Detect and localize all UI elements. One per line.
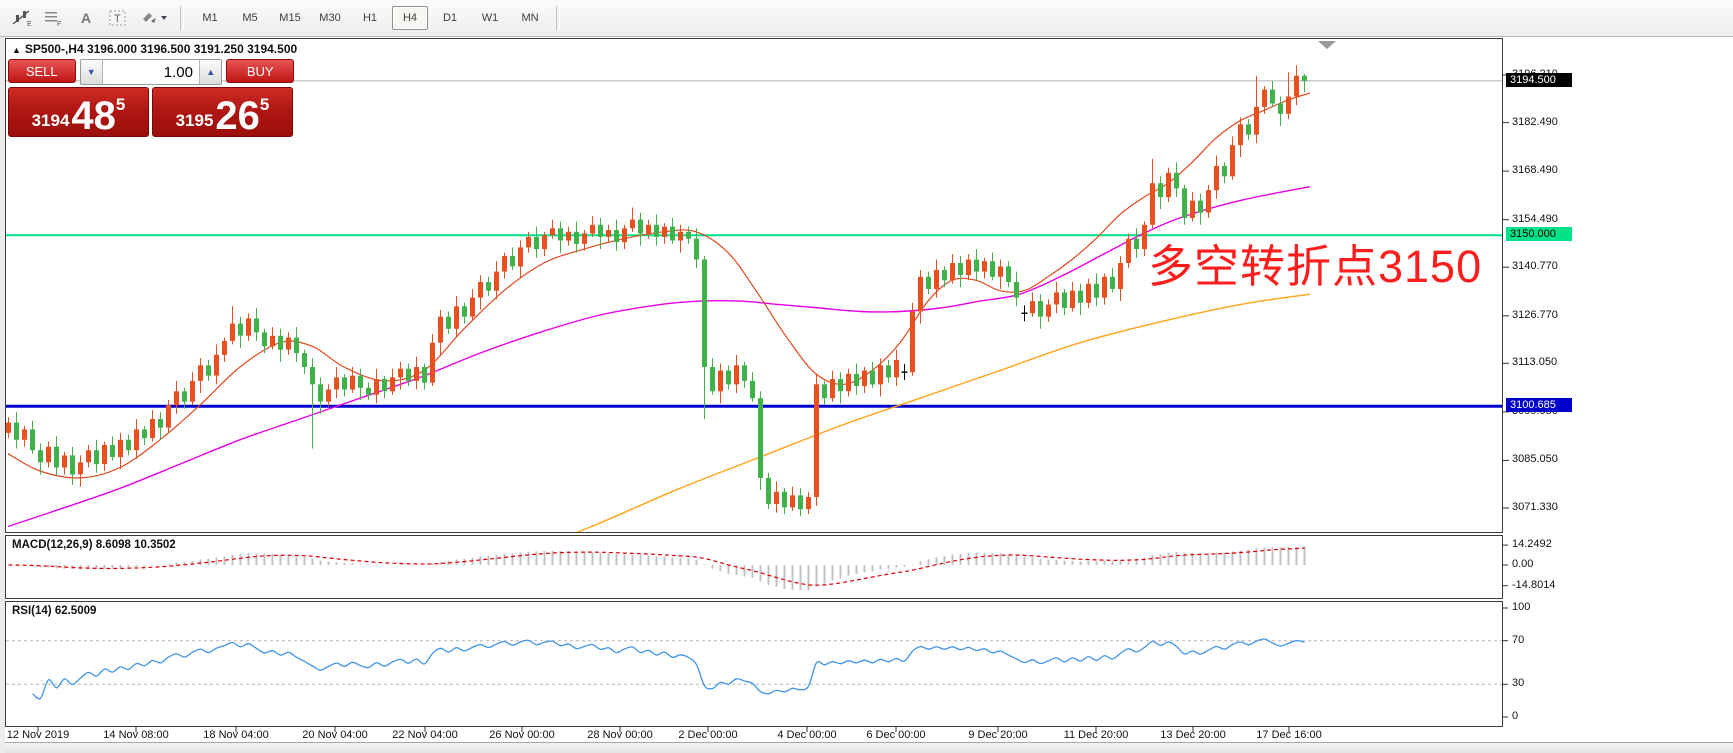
time-axis-label: 4 Dec 00:00: [777, 729, 837, 741]
price-axis-tick: 3182.490: [1512, 115, 1558, 128]
sell-price-pipette: 5: [115, 95, 126, 114]
timeframe-m30-button[interactable]: M30: [319, 12, 341, 24]
svg-text:T: T: [114, 13, 121, 25]
time-axis-label: 28 Nov 00:00: [587, 729, 653, 741]
toolbar-separator: [180, 6, 184, 30]
text-box-icon-glyph: T: [109, 10, 126, 26]
chart-symbol-header: ▲ SP500-,H4 3196.000 3196.500 3191.250 31…: [12, 42, 297, 56]
text-label-icon-glyph: A: [81, 10, 91, 26]
buy-price-integer: 3195: [175, 111, 214, 130]
buy-price-pips: 26: [215, 94, 260, 138]
shapes-icon-glyph: [143, 13, 167, 23]
trade-controls-row: SELL ▼ ▲ BUY: [8, 59, 294, 85]
timeframe-m5-button[interactable]: M5: [242, 12, 258, 24]
price-axis-tick: 3168.490: [1512, 164, 1558, 177]
time-axis-label: 11 Dec 20:00: [1063, 729, 1129, 741]
timeframe-h4-button[interactable]: H4: [392, 6, 428, 30]
rsi-axis-tick: 100: [1512, 601, 1531, 613]
price-level-label: 3194.500: [1506, 72, 1572, 87]
rsi-axis-tick: 70: [1512, 633, 1525, 646]
sell-price-tile[interactable]: 3194 48 5: [8, 87, 149, 137]
window-left-edge: [0, 37, 5, 753]
time-axis-label: 22 Nov 04:00: [392, 729, 458, 741]
one-click-trading-panel: SELL ▼ ▲ BUY 3194 48 5 3195 26 5: [8, 59, 294, 137]
time-axis-label: 13 Dec 20:00: [1160, 729, 1226, 741]
time-axis-label: 18 Nov 04:00: [203, 729, 269, 741]
sell-price-pips: 48: [71, 94, 116, 138]
timeframe-m15-button[interactable]: M15: [279, 12, 301, 24]
symbol-ohlc-text: SP500-,H4 3196.000 3196.500 3191.250 319…: [24, 42, 298, 56]
price-axis-tick: 3126.770: [1512, 308, 1558, 321]
time-axis-label: 26 Nov 00:00: [489, 729, 555, 741]
timeframe-h1-button[interactable]: H1: [362, 12, 378, 24]
timeframe-m1-button[interactable]: M1: [202, 12, 218, 24]
svg-text:A: A: [81, 10, 91, 26]
price-level-label: 3100.685: [1506, 398, 1572, 413]
time-axis-label: 9 Dec 20:00: [968, 729, 1028, 741]
time-axis-label: 12 Nov 2019: [6, 729, 70, 741]
charts-icon-glyph: E: [12, 10, 32, 27]
timeframe-buttons: M1 M5 M15 M30 H1 H4 D1 W1 MN: [190, 6, 550, 30]
price-axis-tick: 3113.050: [1512, 356, 1558, 369]
volume-stepper: ▼ ▲: [79, 59, 223, 85]
shapes-icon[interactable]: [136, 5, 172, 31]
sell-button[interactable]: SELL: [8, 59, 76, 83]
time-axis-label: 6 Dec 00:00: [866, 729, 926, 741]
price-axis-tick: 3140.770: [1512, 260, 1558, 273]
macd-axis-tick: 0.00: [1512, 558, 1534, 570]
volume-input[interactable]: [103, 60, 199, 84]
trade-prices-row: 3194 48 5 3195 26 5: [8, 87, 294, 137]
macd-axis-tick: -14.8014: [1512, 578, 1556, 591]
chart-shift-marker-icon[interactable]: [1317, 40, 1337, 50]
time-axis: [5, 727, 1503, 742]
timeframe-d1-button[interactable]: D1: [442, 12, 458, 24]
macd-axis-tick: 14.2492: [1512, 538, 1552, 551]
indicators-grid-icon-glyph: F: [45, 12, 61, 27]
rsi-axis-tick: 0: [1512, 710, 1519, 722]
chart-annotation-text: 多空转折点3150: [1148, 241, 1483, 292]
svg-text:F: F: [57, 21, 61, 27]
price-axis-tick: 3154.490: [1512, 212, 1558, 225]
time-axis-label: 2 Dec 00:00: [678, 729, 738, 741]
volume-increase-button[interactable]: ▲: [199, 60, 222, 84]
collapse-triangle-icon[interactable]: ▲: [12, 45, 21, 55]
text-box-icon[interactable]: T: [104, 5, 132, 31]
volume-decrease-button[interactable]: ▼: [80, 60, 103, 84]
time-axis-label: 20 Nov 04:00: [302, 729, 368, 741]
indicators-grid-icon[interactable]: F: [40, 5, 68, 31]
text-label-icon[interactable]: A: [72, 5, 100, 31]
rsi-panel[interactable]: [5, 601, 1503, 727]
buy-price-tile[interactable]: 3195 26 5: [152, 87, 293, 137]
macd-panel[interactable]: [5, 535, 1503, 599]
time-axis-label: 17 Dec 16:00: [1256, 729, 1322, 741]
toolbar-separator: [556, 6, 560, 30]
svg-text:E: E: [27, 21, 32, 27]
buy-button[interactable]: BUY: [226, 59, 294, 83]
macd-indicator-label: MACD(12,26,9) 8.6098 10.3502: [12, 539, 176, 551]
toolbar: E F A T: [0, 0, 1733, 37]
rsi-axis-tick: 30: [1512, 677, 1525, 690]
window-bottom-bar: [0, 742, 1733, 753]
price-axis-tick: 3085.050: [1512, 453, 1558, 466]
timeframe-w1-button[interactable]: W1: [481, 12, 499, 24]
buy-price-pipette: 5: [259, 95, 270, 114]
time-axis-label: 14 Nov 08:00: [103, 729, 169, 741]
timeframe-mn-button[interactable]: MN: [521, 12, 539, 24]
price-level-label: 3150.000: [1506, 227, 1572, 242]
sell-price-integer: 3194: [31, 111, 70, 130]
charts-icon[interactable]: E: [8, 5, 36, 31]
rsi-indicator-label: RSI(14) 62.5009: [12, 605, 97, 617]
price-axis: [1503, 38, 1733, 742]
price-axis-tick: 3071.330: [1512, 501, 1558, 513]
